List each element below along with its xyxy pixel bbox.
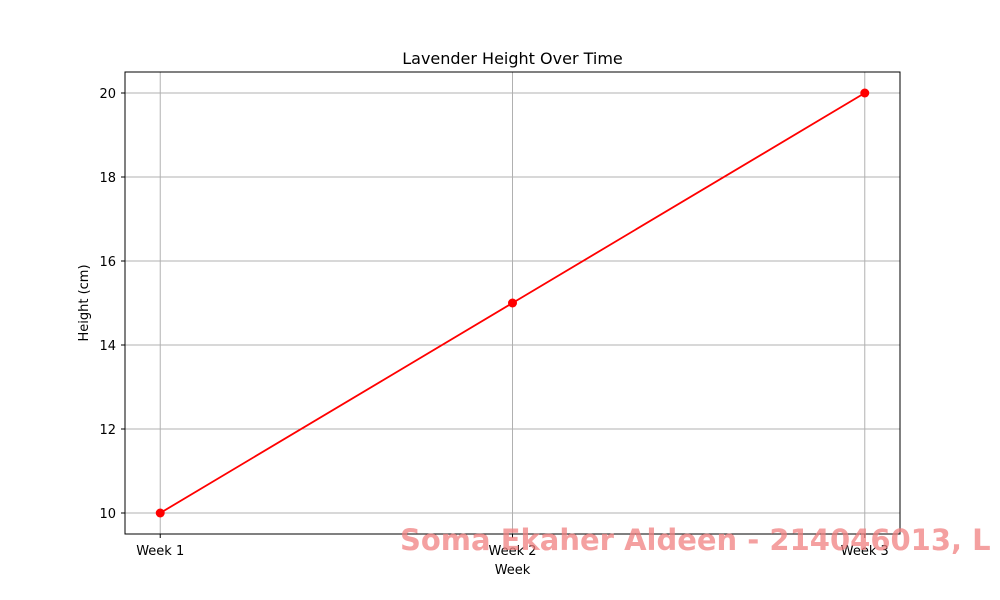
y-tick-label: 18 bbox=[99, 171, 116, 186]
y-tick-label: 12 bbox=[99, 423, 116, 438]
series-layer bbox=[155, 88, 870, 518]
y-axis-label: Height (cm) bbox=[77, 264, 92, 341]
y-tick-label: 14 bbox=[99, 339, 116, 354]
watermark-text: Soma Ekaher Aldeen - 214046013, L bbox=[400, 523, 991, 557]
x-tick-label: Week 2 bbox=[488, 544, 536, 559]
x-tick-label: Week 3 bbox=[841, 544, 889, 559]
data-point-marker bbox=[508, 298, 517, 308]
grid bbox=[125, 72, 900, 534]
y-tick-label: 16 bbox=[99, 255, 116, 270]
data-point-marker bbox=[860, 88, 870, 98]
y-axis-ticks: 10 12 14 16 18 20 bbox=[99, 87, 125, 522]
y-tick-label: 10 bbox=[99, 507, 116, 522]
y-tick-label: 20 bbox=[99, 87, 116, 102]
x-axis-ticks: Week 1 Week 2 Week 3 bbox=[136, 534, 889, 559]
chart-title: Lavender Height Over Time bbox=[402, 49, 623, 68]
data-point-marker bbox=[155, 508, 165, 518]
x-tick-label: Week 1 bbox=[136, 544, 184, 559]
x-axis-label: Week bbox=[495, 563, 531, 578]
